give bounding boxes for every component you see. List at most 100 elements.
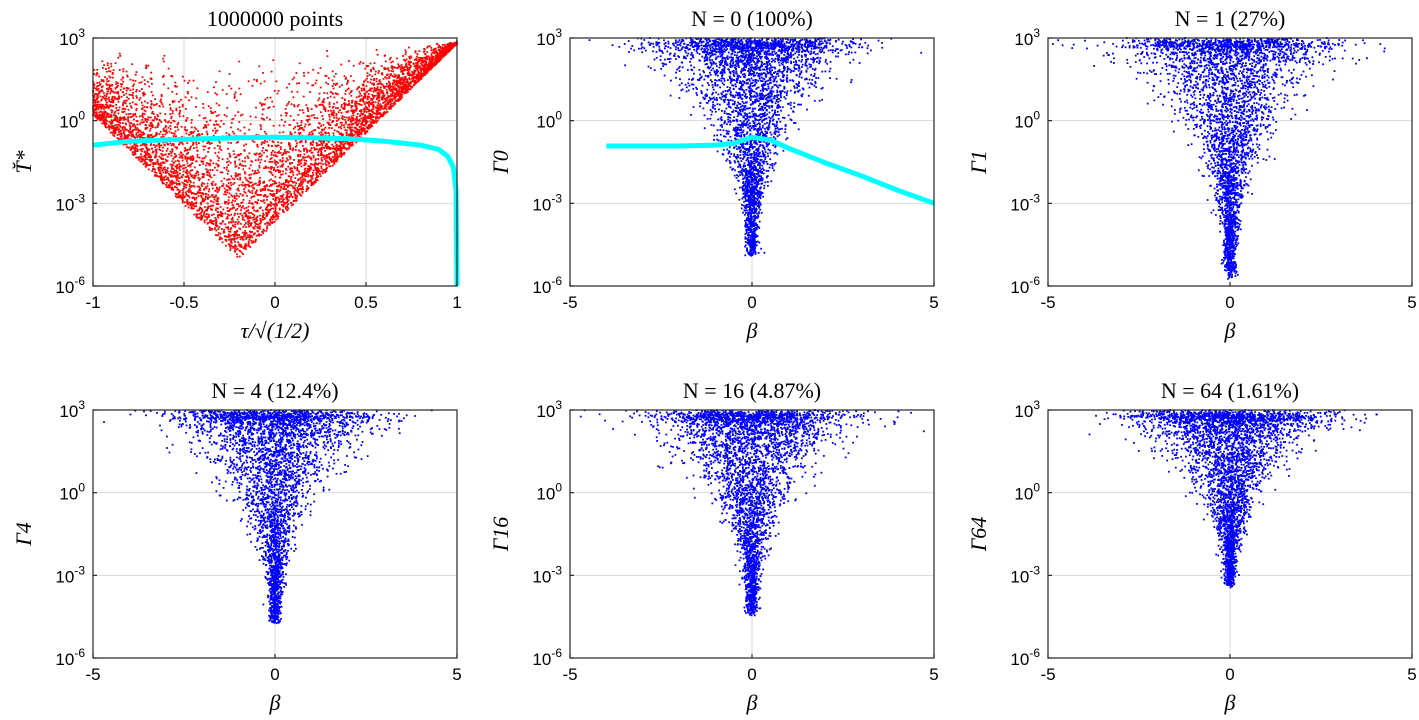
scatter-point bbox=[226, 213, 229, 216]
scatter-point bbox=[200, 196, 203, 198]
scatter-point bbox=[111, 105, 114, 108]
scatter-point bbox=[257, 159, 260, 161]
scatter-point bbox=[366, 117, 369, 119]
scatter-point bbox=[185, 132, 188, 135]
scatter-point bbox=[256, 226, 259, 228]
scatter-point bbox=[363, 92, 366, 95]
scatter-point bbox=[191, 192, 193, 195]
scatter-point bbox=[338, 155, 341, 158]
scatter-point bbox=[308, 115, 311, 118]
scatter-point bbox=[378, 96, 380, 99]
scatter-point bbox=[316, 143, 319, 145]
scatter-point bbox=[245, 232, 248, 234]
scatter-point bbox=[274, 170, 277, 172]
scatter-point bbox=[334, 124, 337, 127]
scatter-point bbox=[209, 227, 212, 230]
scatter-point bbox=[215, 81, 217, 83]
scatter-point bbox=[225, 239, 228, 241]
scatter-point bbox=[216, 169, 219, 172]
scatter-point bbox=[364, 97, 366, 99]
scatter-point bbox=[239, 222, 242, 225]
scatter-point bbox=[319, 67, 322, 69]
scatter-point bbox=[176, 126, 179, 128]
scatter-point bbox=[408, 56, 411, 58]
scatter-point bbox=[314, 180, 317, 183]
scatter-point bbox=[154, 175, 156, 177]
scatter-point bbox=[188, 157, 191, 160]
scatter-point bbox=[373, 87, 376, 89]
scatter-point bbox=[398, 78, 401, 81]
scatter-point bbox=[125, 135, 127, 138]
scatter-point bbox=[363, 111, 366, 113]
scatter-point bbox=[204, 215, 207, 218]
scatter-point bbox=[361, 89, 363, 92]
scatter-point bbox=[216, 198, 219, 201]
scatter-point bbox=[136, 150, 139, 152]
scatter-point bbox=[108, 100, 111, 103]
scatter-point bbox=[370, 70, 372, 73]
scatter-point bbox=[382, 96, 385, 99]
scatter-point bbox=[114, 130, 117, 132]
scatter-point bbox=[439, 52, 441, 55]
scatter-point bbox=[271, 193, 274, 196]
scatter-point bbox=[389, 106, 392, 109]
scatter-point bbox=[257, 230, 259, 233]
scatter-point bbox=[405, 65, 408, 68]
scatter-point bbox=[167, 87, 170, 90]
scatter-point bbox=[96, 118, 99, 121]
scatter-point bbox=[314, 166, 317, 169]
scatter-point bbox=[446, 50, 449, 53]
scatter-point bbox=[181, 153, 184, 156]
scatter-point bbox=[111, 122, 114, 124]
scatter-point bbox=[248, 174, 251, 176]
scatter-point bbox=[154, 156, 157, 159]
scatter-point bbox=[235, 99, 238, 102]
scatter-point bbox=[211, 208, 213, 211]
scatter-point bbox=[151, 125, 153, 128]
scatter-point bbox=[193, 205, 196, 208]
scatter-point bbox=[259, 161, 261, 164]
scatter-point bbox=[241, 201, 244, 204]
scatter-point bbox=[335, 116, 338, 119]
scatter-point bbox=[280, 173, 282, 176]
scatter-point bbox=[335, 124, 338, 127]
scatter-point bbox=[181, 135, 183, 138]
scatter-point bbox=[298, 133, 301, 136]
scatter-point bbox=[316, 176, 319, 179]
scatter-point bbox=[162, 157, 165, 160]
scatter-point bbox=[292, 181, 294, 184]
scatter-point bbox=[340, 104, 343, 106]
scatter-point bbox=[106, 62, 109, 65]
scatter-point bbox=[325, 81, 327, 84]
scatter-point bbox=[97, 92, 100, 95]
scatter-point bbox=[361, 99, 364, 102]
scatter-point bbox=[399, 86, 402, 89]
scatter-point bbox=[312, 183, 315, 186]
scatter-point bbox=[404, 53, 407, 56]
scatter-point bbox=[133, 154, 135, 156]
scatter-point bbox=[268, 185, 271, 188]
scatter-point bbox=[171, 182, 174, 185]
scatter-point bbox=[264, 140, 266, 142]
scatter-point bbox=[413, 80, 415, 83]
scatter-point bbox=[148, 85, 151, 88]
scatter-point bbox=[170, 167, 173, 170]
scatter-point bbox=[117, 109, 120, 111]
scatter-point bbox=[297, 191, 299, 194]
scatter-point bbox=[249, 164, 252, 167]
scatter-point bbox=[186, 175, 189, 178]
scatter-point bbox=[320, 165, 323, 168]
scatter-point bbox=[239, 176, 242, 179]
scatter-point bbox=[114, 97, 116, 100]
scatter-point bbox=[111, 72, 114, 74]
scatter-point bbox=[335, 143, 338, 146]
scatter-point bbox=[360, 133, 363, 136]
scatter-point bbox=[288, 175, 291, 178]
scatter-point bbox=[256, 145, 259, 148]
scatter-point bbox=[144, 83, 146, 86]
scatter-point bbox=[150, 103, 153, 106]
scatter-point bbox=[121, 127, 124, 130]
scatter-point bbox=[271, 183, 274, 186]
scatter-point bbox=[413, 82, 416, 84]
